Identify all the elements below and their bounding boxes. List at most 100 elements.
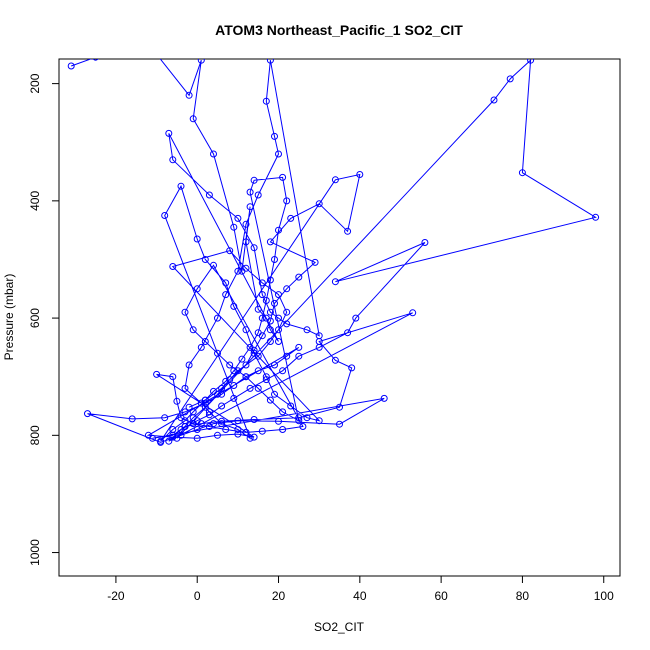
data-point (242, 238, 250, 246)
data-point (262, 97, 270, 105)
data-point (283, 197, 291, 205)
data-point (279, 426, 287, 433)
data-point (266, 326, 274, 334)
chart-title: ATOM3 Northeast_Pacific_1 SO2_CIT (215, 22, 463, 38)
data-point (153, 370, 161, 378)
data-point (238, 355, 246, 363)
data-point (266, 338, 274, 345)
y-tick-label: 800 (28, 425, 42, 445)
data-point (226, 361, 234, 369)
data-point (201, 256, 209, 263)
data-point (205, 411, 213, 419)
data-point (271, 132, 278, 140)
data-point (592, 213, 600, 221)
data-point (250, 433, 258, 441)
data-point (262, 376, 270, 384)
data-point (254, 305, 262, 313)
data-point (185, 91, 193, 99)
x-tick-label: 20 (272, 589, 286, 603)
data-point (193, 235, 201, 243)
data-point (295, 352, 303, 360)
data-point (181, 308, 189, 316)
data-point (242, 326, 250, 334)
data-point (201, 399, 209, 407)
data-point (279, 173, 287, 181)
data-point (299, 423, 307, 430)
data-point (527, 59, 535, 64)
data-point (181, 423, 189, 430)
data-point (242, 220, 250, 228)
y-tick-label: 1000 (28, 539, 42, 566)
x-axis: -20 0 20 40 60 80 100 (107, 576, 614, 603)
x-tick-label: 0 (194, 589, 201, 603)
data-point (201, 338, 209, 345)
y-axis: 200 400 600 800 1000 (28, 73, 59, 566)
data-point (336, 403, 343, 411)
data-point (222, 377, 230, 385)
data-point (169, 156, 177, 164)
data-point (275, 291, 282, 299)
data-point (295, 343, 303, 351)
data-point (205, 191, 213, 199)
data-point (421, 239, 429, 246)
data-point (169, 373, 177, 381)
data-point (230, 367, 238, 375)
data-series (67, 59, 600, 446)
data-point (262, 297, 270, 304)
data-point (242, 373, 250, 381)
data-point (254, 384, 262, 392)
data-point (177, 431, 185, 439)
data-point (165, 437, 173, 445)
data-point (214, 431, 221, 439)
data-point (254, 191, 262, 199)
data-point (185, 403, 193, 411)
data-point (67, 62, 75, 70)
data-point (193, 285, 201, 293)
data-point (189, 115, 197, 123)
plot-frame (58, 58, 621, 577)
data-point (230, 394, 238, 402)
x-tick-label: 60 (434, 589, 448, 603)
data-point (490, 96, 498, 104)
data-point (246, 384, 254, 392)
data-point (262, 373, 270, 381)
data-point (295, 273, 303, 281)
data-point (189, 420, 197, 428)
data-point (279, 367, 287, 375)
data-point (230, 223, 238, 231)
x-tick-label: 40 (353, 589, 367, 603)
data-point (250, 244, 258, 252)
data-point (210, 387, 217, 395)
data-point (242, 361, 250, 369)
data-point (234, 214, 242, 222)
data-point (283, 320, 291, 328)
data-point (380, 394, 388, 402)
data-point (197, 59, 205, 64)
data-point (165, 129, 173, 137)
y-tick-label: 600 (28, 308, 42, 328)
x-tick-label: 100 (594, 589, 614, 603)
data-point (205, 423, 213, 430)
data-point (250, 416, 258, 423)
data-point (271, 390, 278, 398)
data-point (266, 59, 274, 64)
data-point (246, 343, 254, 351)
data-point (214, 349, 221, 357)
data-point (283, 285, 291, 293)
data-point (311, 258, 319, 266)
data-point (275, 150, 282, 158)
y-axis-label: Pressure (mbar) (2, 274, 16, 361)
data-point (234, 426, 242, 433)
data-point (344, 329, 352, 337)
data-point (266, 396, 274, 404)
data-point (348, 364, 356, 372)
data-point (303, 414, 311, 422)
data-point (279, 408, 287, 416)
data-point (210, 261, 217, 269)
data-point (336, 420, 343, 428)
data-point (181, 384, 189, 392)
data-point (197, 420, 205, 428)
data-point (275, 314, 282, 322)
data-point (230, 382, 238, 389)
data-point (271, 299, 278, 307)
